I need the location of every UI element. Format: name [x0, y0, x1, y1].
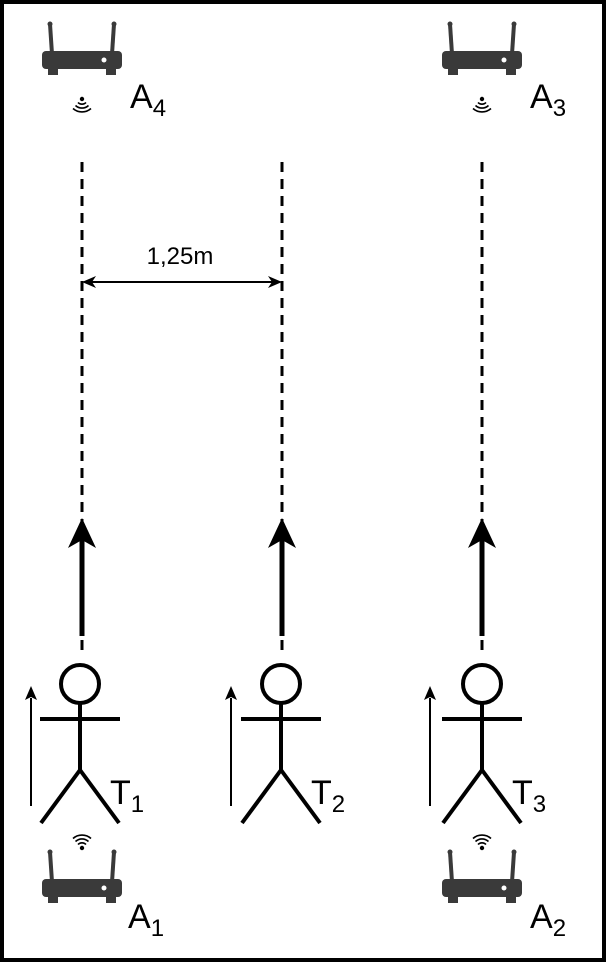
direction-arrow-t2	[268, 518, 296, 655]
wifi-signal-icon	[472, 834, 492, 852]
wifi-router-icon	[440, 847, 524, 905]
tag-label-t3: T3	[512, 774, 546, 818]
movement-arrow-t1	[25, 686, 37, 806]
distance-label: 1,25m	[147, 243, 214, 270]
wifi-signal-icon	[72, 96, 92, 113]
movement-arrow-t3	[424, 686, 436, 806]
anchor-label-a4: A4	[130, 78, 166, 122]
anchor-label-a1: A1	[128, 898, 164, 942]
movement-arrow-t2	[225, 686, 237, 806]
wifi-signal-icon	[472, 96, 492, 113]
tag-label-t2: T2	[311, 774, 345, 818]
direction-arrow-t3	[468, 518, 496, 655]
wifi-router-icon	[440, 19, 524, 77]
direction-arrow-t1	[68, 518, 96, 655]
distance-marker	[82, 276, 282, 288]
stick-figure-icon	[440, 663, 524, 825]
tag-label-t1: T1	[110, 774, 144, 818]
wifi-router-icon	[40, 847, 124, 905]
anchor-label-a3: A3	[530, 78, 566, 122]
wifi-router-icon	[40, 19, 124, 77]
stick-figure-icon	[38, 663, 122, 825]
wifi-signal-icon	[72, 834, 92, 852]
stick-figure-icon	[239, 663, 323, 825]
anchor-label-a2: A2	[530, 898, 566, 942]
